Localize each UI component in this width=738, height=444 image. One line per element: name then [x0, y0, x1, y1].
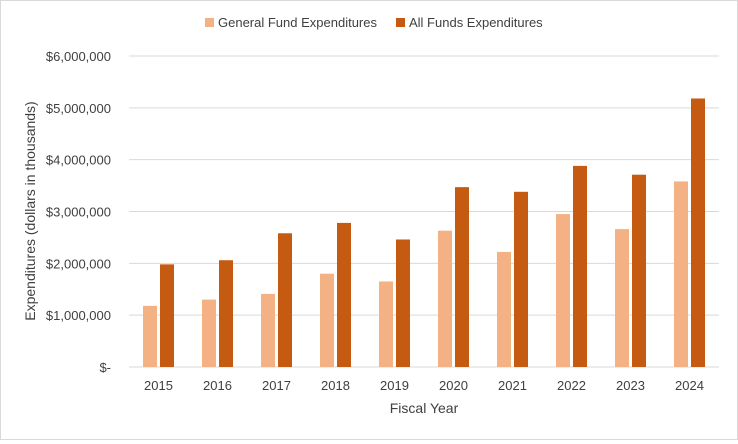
y-tick-label: $1,000,000 — [46, 308, 111, 323]
x-tick-label: 2021 — [498, 378, 527, 393]
x-tick-label: 2024 — [675, 378, 704, 393]
x-tick-label: 2018 — [321, 378, 350, 393]
legend-item-general-fund-expenditures: General Fund Expenditures — [205, 15, 377, 30]
x-axis-label: Fiscal Year — [390, 400, 459, 416]
bars — [143, 98, 705, 368]
y-tick-label: $2,000,000 — [46, 256, 111, 271]
bar-all-funds-expenditures-2017 — [278, 233, 292, 367]
x-tick-label: 2016 — [203, 378, 232, 393]
bar-general-fund-expenditures-2015 — [143, 305, 157, 367]
legend: General Fund Expenditures All Funds Expen… — [205, 15, 543, 30]
bar-all-funds-expenditures-2019 — [396, 239, 410, 367]
bar-all-funds-expenditures-2023 — [632, 174, 646, 367]
legend-swatch — [205, 18, 214, 27]
bar-general-fund-expenditures-2016 — [202, 299, 216, 367]
x-tick-label: 2023 — [616, 378, 645, 393]
bar-all-funds-expenditures-2021 — [514, 191, 528, 367]
bar-general-fund-expenditures-2017 — [261, 293, 275, 367]
bar-general-fund-expenditures-2019 — [379, 281, 393, 367]
bar-all-funds-expenditures-2018 — [337, 222, 351, 367]
x-tick-label: 2017 — [262, 378, 291, 393]
legend-swatch — [396, 18, 405, 27]
x-tick-label: 2015 — [144, 378, 173, 393]
bar-all-funds-expenditures-2024 — [691, 98, 705, 368]
bar-all-funds-expenditures-2015 — [160, 264, 174, 367]
bar-all-funds-expenditures-2020 — [455, 187, 469, 367]
y-tick-label: $6,000,000 — [46, 49, 111, 64]
bar-general-fund-expenditures-2022 — [556, 214, 570, 367]
y-tick-label: $5,000,000 — [46, 101, 111, 116]
legend-item-all-funds-expenditures: All Funds Expenditures — [396, 15, 543, 30]
x-axis-ticks: 2015 2016 2017 2018 2019 2020 2021 2022 2023 2024 — [144, 378, 704, 393]
y-tick-label: $- — [99, 360, 111, 375]
bar-general-fund-expenditures-2018 — [320, 273, 334, 367]
x-tick-label: 2022 — [557, 378, 586, 393]
x-tick-label: 2020 — [439, 378, 468, 393]
y-axis-label: Expenditures (dollars in thousands) — [22, 101, 38, 320]
y-tick-label: $4,000,000 — [46, 153, 111, 168]
gridlines — [129, 55, 719, 368]
bar-general-fund-expenditures-2023 — [615, 229, 629, 367]
x-tick-label: 2019 — [380, 378, 409, 393]
y-tick-label: $3,000,000 — [46, 205, 111, 220]
bar-general-fund-expenditures-2020 — [438, 230, 452, 367]
legend-label: General Fund Expenditures — [218, 15, 377, 30]
bar-all-funds-expenditures-2016 — [219, 260, 233, 367]
bar-all-funds-expenditures-2022 — [573, 165, 587, 367]
bar-general-fund-expenditures-2024 — [674, 181, 688, 367]
y-axis-ticks: $- $1,000,000 $2,000,000 $3,000,000 $4,000,0… — [46, 49, 111, 375]
bar-general-fund-expenditures-2021 — [497, 251, 511, 367]
legend-label: All Funds Expenditures — [409, 15, 543, 30]
